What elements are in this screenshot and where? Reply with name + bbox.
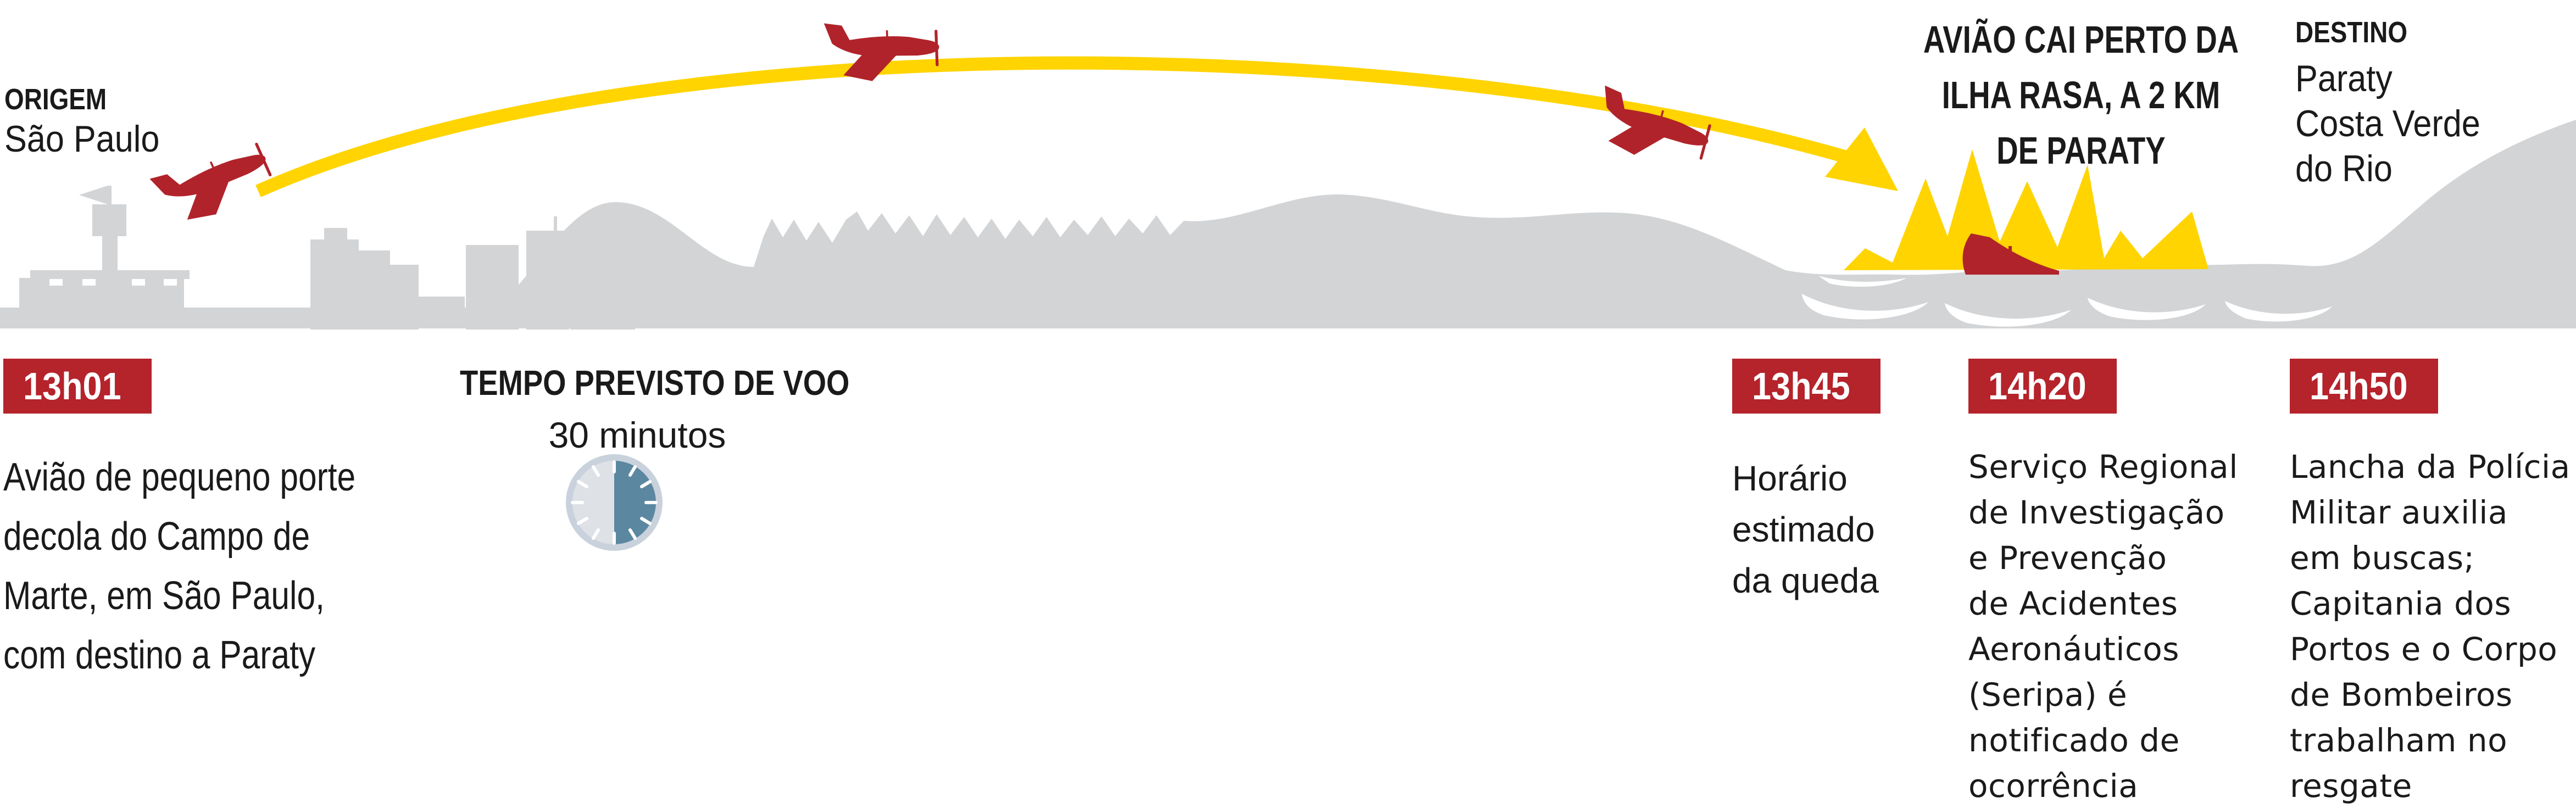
route-arc <box>255 56 1852 197</box>
timeline-line: trabalham no <box>2290 722 2508 759</box>
timeline-line: decola do Campo de <box>3 515 310 559</box>
timeline-item-14h50: 14h50 Lancha da Polícia Militar auxilia … <box>2290 359 2571 809</box>
timeline-line: estimado <box>1732 510 1875 549</box>
skyline-notch <box>132 279 145 286</box>
timeline-line: Marte, em São Paulo, <box>3 574 325 618</box>
origin-callout: ORIGEM São Paulo <box>4 82 177 161</box>
destination-line: Costa Verde <box>2295 103 2480 144</box>
city-skyline <box>19 186 635 330</box>
time-badge: 13h45 <box>1732 359 1881 414</box>
timeline-description: Horário estimado da queda <box>1732 453 1880 606</box>
timeline-line: de Acidentes <box>1968 585 2178 622</box>
terrain-silhouette <box>0 120 2576 328</box>
timeline-line: de Bombeiros <box>2290 676 2513 713</box>
waves <box>1802 276 2332 327</box>
timeline-line: de Investigação <box>1968 494 2225 531</box>
wave <box>1818 276 1906 287</box>
time-badge-label: 14h50 <box>2310 365 2408 408</box>
time-badge-label: 13h45 <box>1752 365 1850 408</box>
wave <box>1802 294 1928 320</box>
flight-time-block: TEMPO PREVISTO DE VOO 30 minutos <box>429 362 850 455</box>
crash-callout-line: AVIÃO CAI PERTO DA <box>1923 18 2239 61</box>
destination-callout: DESTINO Paraty Costa Verde do Rio <box>2295 15 2501 191</box>
crashed-plane-antenna <box>2008 246 2012 259</box>
wave <box>2088 298 2206 320</box>
timeline-line: Militar auxilia <box>2290 494 2508 531</box>
crash-callout-line: ILHA RASA, A 2 KM <box>1941 74 2221 116</box>
timeline-line: em buscas; <box>2290 539 2475 577</box>
timeline-item-13h01: 13h01 Avião de pequeno porte decola do C… <box>3 359 422 685</box>
timeline-line: notificado de <box>1968 722 2180 759</box>
flight-time-label: TEMPO PREVISTO DE VOO <box>460 363 850 403</box>
timeline-item-14h20: 14h20 Serviço Regional de Investigação e… <box>1968 359 2238 809</box>
airport-flag <box>79 186 108 204</box>
skyline-notch <box>82 279 96 286</box>
timeline-line: Portos e o Corpo <box>2290 631 2558 668</box>
time-badge-label: 13h01 <box>23 365 121 408</box>
destination-line: Paraty <box>2295 58 2393 99</box>
timeline-line: Lancha da Polícia <box>2290 448 2571 486</box>
clock-half-icon <box>566 454 663 551</box>
timeline-line: com destino a Paraty <box>3 633 316 677</box>
timeline-line: e Prevenção <box>1968 539 2167 577</box>
timeline-line: ocorrência <box>1968 767 2139 805</box>
timeline-description: Lancha da Polícia Militar auxilia em bus… <box>2290 444 2571 809</box>
explosion-icon <box>1844 149 2208 270</box>
time-badge: 14h50 <box>2290 359 2439 414</box>
timeline-line: Serviço Regional <box>1968 448 2238 486</box>
time-badge: 13h01 <box>3 359 152 414</box>
timeline-line: Aeronáuticos <box>1968 631 2179 668</box>
skyline-notch <box>164 279 177 286</box>
route-arrowhead-icon <box>1825 127 1898 191</box>
destination-line: do Rio <box>2295 148 2393 189</box>
timeline-line: Capitania dos <box>2290 585 2512 622</box>
crash-callout: AVIÃO CAI PERTO DA ILHA RASA, A 2 KM DE … <box>1922 12 2239 178</box>
origin-city: São Paulo <box>4 118 160 160</box>
timeline-item-13h45: 13h45 Horário estimado da queda <box>1732 359 1881 606</box>
wave <box>1945 303 2071 327</box>
destination-label: DESTINO <box>2295 16 2408 49</box>
plane-icon-descending <box>1589 85 1716 172</box>
timeline-line: resgate <box>2290 767 2412 805</box>
origin-label: ORIGEM <box>4 83 107 116</box>
time-badge-label: 14h20 <box>1988 365 2087 408</box>
timeline-description: Avião de pequeno porte decola do Campo d… <box>3 448 355 685</box>
skyline-notch <box>49 279 63 286</box>
timeline-line: (Seripa) é <box>1968 676 2128 713</box>
crash-callout-line: DE PARATY <box>1996 129 2166 172</box>
timeline-line: Horário <box>1732 459 1848 498</box>
wave <box>2225 301 2332 322</box>
timeline-description: Serviço Regional de Investigação e Preve… <box>1968 444 2238 809</box>
flight-time-value: 30 minutos <box>548 415 726 455</box>
timeline-line: Avião de pequeno porte <box>3 455 356 499</box>
time-badge: 14h20 <box>1968 359 2117 414</box>
timeline-line: da queda <box>1732 561 1879 600</box>
